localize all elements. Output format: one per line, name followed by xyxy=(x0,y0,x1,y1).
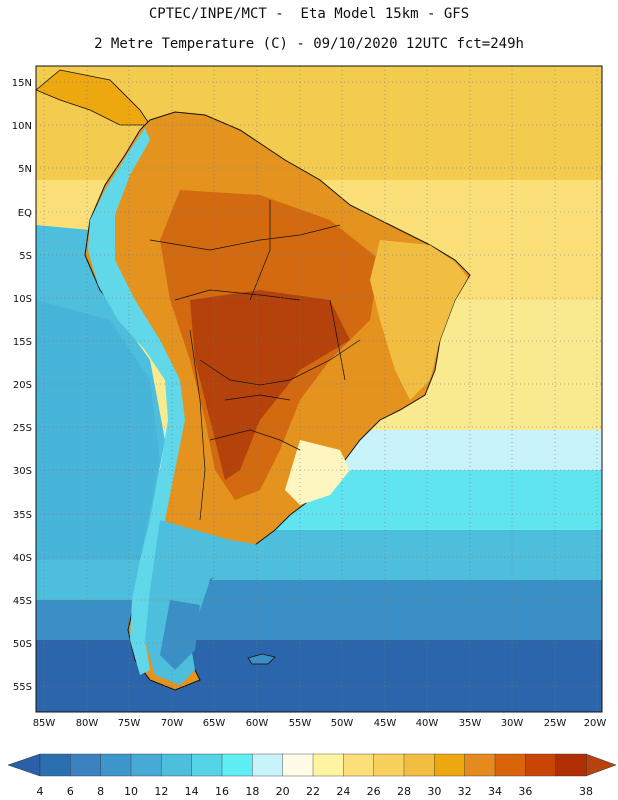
lat-label: 20S xyxy=(13,380,32,391)
longitude-labels: 85W 80W 75W 70W 65W 60W 55W 50W 45W 40W … xyxy=(33,718,607,729)
falkland-islands xyxy=(247,653,276,665)
colorbar-label: 24 xyxy=(336,785,350,798)
country-borders xyxy=(149,200,361,521)
northeast-coast xyxy=(370,240,468,400)
lat-label: EQ xyxy=(18,208,32,219)
lon-label: 75W xyxy=(118,718,141,729)
lat-label: 50S xyxy=(13,639,32,650)
lat-label: 40S xyxy=(13,553,32,564)
lon-label: 40W xyxy=(416,718,439,729)
lon-label: 20W xyxy=(584,718,607,729)
ocean-band-southern xyxy=(36,640,602,712)
colorbar-cell xyxy=(39,753,72,777)
title-line-2: 2 Metre Temperature (C) - 09/10/2020 12U… xyxy=(94,36,524,52)
colorbar-cell xyxy=(312,753,345,777)
colorbar-label: 28 xyxy=(397,785,411,798)
colorbar-cell xyxy=(191,753,223,777)
title-line-1: CPTEC/INPE/MCT - Eta Model 15km - GFS xyxy=(148,6,470,22)
lon-label: 45W xyxy=(374,718,397,729)
lat-label: 5N xyxy=(18,164,32,175)
colorbar-label: 34 xyxy=(488,785,502,798)
colorbar-low-arrow xyxy=(7,753,41,777)
lon-label: 80W xyxy=(76,718,99,729)
colorbar-label: 4 xyxy=(37,785,44,798)
colorbar-label: 14 xyxy=(185,785,199,798)
lat-label: 10N xyxy=(12,121,32,132)
lon-label: 60W xyxy=(246,718,269,729)
lat-label: 55S xyxy=(13,682,32,693)
patagonia-coldest xyxy=(160,600,200,670)
colorbar-label: 12 xyxy=(154,785,168,798)
colorbar-label: 38 xyxy=(579,785,593,798)
colorbar-high-arrow xyxy=(585,753,617,777)
lon-label: 50W xyxy=(331,718,354,729)
colorbar-cell xyxy=(434,753,466,777)
lon-label: 25W xyxy=(544,718,567,729)
colorbar-label: 10 xyxy=(124,785,138,798)
colorbar: 4 6 8 10 12 14 16 18 20 22 24 26 28 30 32 34 36 38 xyxy=(7,753,617,798)
colorbar-cell xyxy=(221,753,254,777)
colorbar-cell xyxy=(282,753,314,777)
lon-label: 65W xyxy=(203,718,226,729)
lon-label: 35W xyxy=(459,718,482,729)
latitude-labels: 15N 10N 5N EQ 5S 10S 15S 20S 25S 30S 35S… xyxy=(12,78,32,693)
colorbar-label: 36 xyxy=(518,785,532,798)
map-plot xyxy=(36,66,602,712)
lon-label: 70W xyxy=(161,718,184,729)
lat-label: 15S xyxy=(13,337,32,348)
colorbar-cell xyxy=(555,753,587,777)
lat-label: 5S xyxy=(19,251,32,262)
lon-label: 55W xyxy=(289,718,312,729)
colorbar-label: 20 xyxy=(276,785,290,798)
colorbar-cell xyxy=(494,753,527,777)
colorbar-cell xyxy=(161,753,193,777)
colorbar-cell xyxy=(525,753,557,777)
colorbar-label: 32 xyxy=(458,785,472,798)
colorbar-label: 16 xyxy=(215,785,229,798)
lat-label: 10S xyxy=(13,294,32,305)
colorbar-cell xyxy=(130,753,163,777)
colorbar-label: 8 xyxy=(97,785,104,798)
colorbar-cell xyxy=(252,753,284,777)
lat-label: 45S xyxy=(13,596,32,607)
colorbar-cell xyxy=(100,753,132,777)
lat-label: 15N xyxy=(12,78,32,89)
map-frame xyxy=(35,65,603,713)
colorbar-cell xyxy=(70,753,102,777)
colorbar-label: 18 xyxy=(245,785,259,798)
lat-label: 30S xyxy=(13,466,32,477)
lon-label: 30W xyxy=(501,718,524,729)
southern-brazil-cool xyxy=(285,440,350,505)
colorbar-cell xyxy=(343,753,375,777)
colorbar-cell xyxy=(464,753,496,777)
colorbar-label: 30 xyxy=(427,785,441,798)
colorbar-label: 22 xyxy=(306,785,320,798)
interior-hottest-zone xyxy=(190,290,350,480)
colorbar-cell xyxy=(403,753,436,777)
lat-label: 25S xyxy=(13,423,32,434)
lon-label: 85W xyxy=(33,718,56,729)
colorbar-label: 6 xyxy=(67,785,74,798)
lat-label: 35S xyxy=(13,510,32,521)
colorbar-cell xyxy=(373,753,405,777)
colorbar-label: 26 xyxy=(367,785,381,798)
